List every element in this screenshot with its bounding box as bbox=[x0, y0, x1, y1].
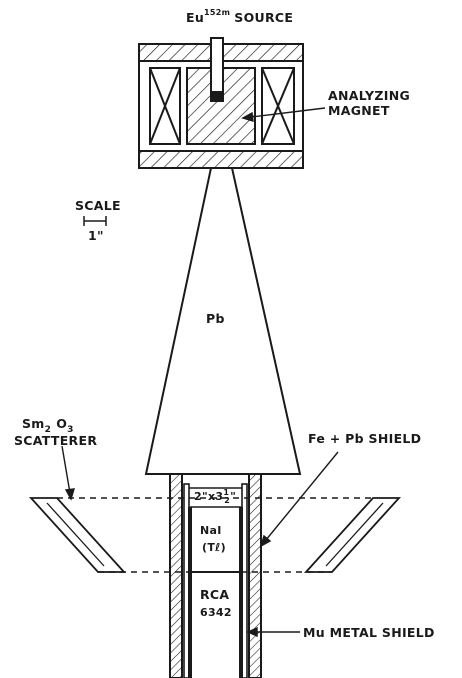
analyzing-magnet bbox=[138, 37, 304, 169]
arrow-analyzing-magnet bbox=[242, 107, 326, 119]
arrow-fe-pb-shield bbox=[260, 451, 339, 547]
source-pellet bbox=[210, 91, 224, 102]
source-channel bbox=[210, 37, 224, 101]
analyzing-magnet-label-line1: ANALYZING bbox=[328, 88, 410, 103]
rca-label: RCA bbox=[200, 587, 229, 602]
nai-label: NaI bbox=[200, 524, 222, 537]
pb-cone-absorber bbox=[144, 167, 302, 475]
magnet-left-coil bbox=[149, 67, 181, 145]
crystal-size-label: 2"x31 2" bbox=[194, 488, 236, 505]
detector-assembly bbox=[169, 473, 262, 678]
scale-label: SCALE bbox=[75, 198, 121, 213]
scatterer-formula-label: Sm2 O3 bbox=[22, 416, 74, 435]
mu-metal-shield-label: Mu METAL SHIELD bbox=[303, 625, 435, 640]
fe-pb-shield-right bbox=[248, 473, 262, 678]
fe-pb-shield-label: Fe + Pb SHIELD bbox=[308, 431, 421, 446]
tl-label: (Tℓ) bbox=[202, 541, 226, 554]
source-label: Eu152m SOURCE bbox=[186, 8, 293, 25]
rca-model-label: 6342 bbox=[200, 606, 232, 619]
scatterer-left bbox=[28, 497, 127, 573]
fe-pb-shield-left bbox=[169, 473, 183, 678]
pb-label: Pb bbox=[206, 311, 225, 326]
analyzing-magnet-label-line2: MAGNET bbox=[328, 103, 390, 118]
alignment-lines bbox=[57, 497, 373, 573]
scatterer-label: SCATTERER bbox=[14, 433, 97, 448]
scale-bar bbox=[83, 216, 107, 226]
scatterer-right bbox=[303, 497, 402, 573]
magnet-right-coil bbox=[261, 67, 295, 145]
leader-lines bbox=[61, 107, 339, 638]
scale-value-label: 1" bbox=[88, 228, 104, 243]
